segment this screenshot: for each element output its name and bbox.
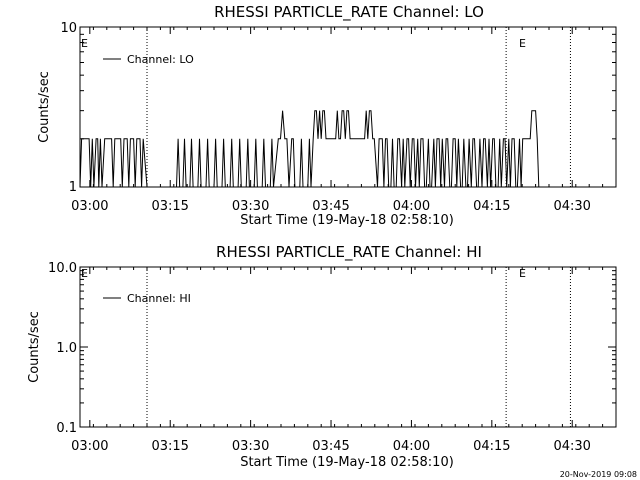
legend-label-lo: Channel: LO	[127, 53, 194, 66]
x-tick-label: 03:00	[71, 199, 108, 214]
series-line-lo	[79, 110, 540, 188]
ytick-lo-10: 10	[60, 21, 77, 36]
x-tick-label: 03:00	[71, 439, 108, 454]
plot-frame-lo	[79, 26, 617, 188]
chart-title-hi: RHESSI PARTICLE_RATE Channel: HI	[216, 243, 482, 262]
x-tick-label: 04:15	[473, 439, 510, 454]
x-tick-label: 03:45	[312, 199, 349, 214]
x-tick-label: 04:00	[393, 199, 430, 214]
x-tick-label: 04:00	[393, 439, 430, 454]
y-axis-label-lo: Counts/sec	[37, 71, 52, 143]
x-tick-label: 03:45	[312, 439, 349, 454]
x-tick-labels-hi: 03:00 03:15 03:30 03:45 04:00 04:15 04:30	[71, 439, 591, 454]
x-axis-label-lo: Start Time (19-May-18 02:58:10)	[240, 213, 454, 228]
event-lines-lo	[146, 27, 571, 187]
x-tick-label: 04:30	[553, 439, 590, 454]
legend-label-hi: Channel: HI	[127, 292, 191, 305]
x-tick-label: 03:30	[232, 439, 269, 454]
ytick-hi-10: 10.0	[48, 261, 77, 276]
plot-frame-hi	[79, 266, 617, 428]
ytick-hi-1: 1.0	[56, 341, 77, 356]
panel-hi: RHESSI PARTICLE_RATE Channel: HI E E Cha…	[27, 243, 617, 470]
tick-marks-lo	[79, 27, 617, 188]
x-tick-label: 03:15	[151, 439, 188, 454]
ytick-lo-1: 1	[69, 180, 77, 195]
event-mark-hi-left: E	[81, 267, 88, 280]
x-tick-label: 03:15	[151, 199, 188, 214]
event-mark-hi-right: E	[519, 267, 526, 280]
panel-lo: RHESSI PARTICLE_RATE Channel: LO E E Cha…	[37, 3, 617, 228]
x-axis-label-hi: Start Time (19-May-18 02:58:10)	[240, 455, 454, 470]
x-tick-label: 04:30	[553, 199, 590, 214]
x-tick-label: 03:30	[232, 199, 269, 214]
tick-marks-hi	[79, 267, 617, 428]
ytick-hi-0-1: 0.1	[56, 421, 77, 436]
event-mark-lo-right: E	[519, 37, 526, 50]
chart-title-lo: RHESSI PARTICLE_RATE Channel: LO	[214, 3, 484, 22]
x-tick-label: 04:15	[473, 199, 510, 214]
x-tick-labels-lo: 03:00 03:15 03:30 03:45 04:00 04:15 04:30	[71, 199, 591, 214]
event-lines-hi	[146, 267, 571, 427]
event-mark-lo-left: E	[81, 37, 88, 50]
y-axis-label-hi: Counts/sec	[27, 311, 42, 383]
timestamp-footer: 20-Nov-2019 09:08	[560, 470, 637, 479]
